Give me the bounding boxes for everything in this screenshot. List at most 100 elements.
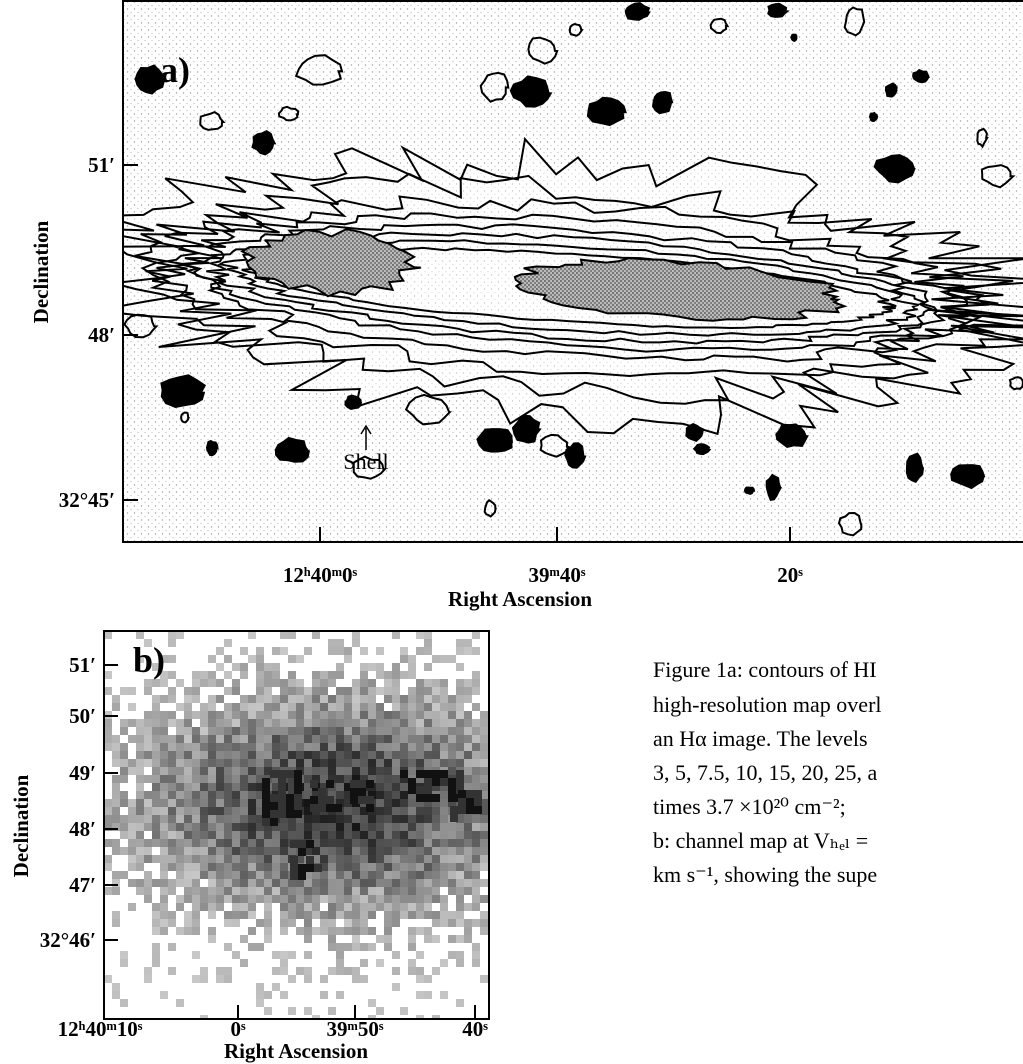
pixel xyxy=(120,847,128,855)
pixel xyxy=(160,823,168,831)
pixel xyxy=(240,839,248,847)
pixel xyxy=(352,743,360,751)
pixel xyxy=(464,935,472,943)
pixel xyxy=(320,727,328,735)
pixel xyxy=(320,703,328,711)
pixel xyxy=(278,810,286,818)
pixel xyxy=(184,863,192,871)
pixel xyxy=(288,711,296,719)
pixel xyxy=(440,735,448,743)
pixel xyxy=(128,855,136,863)
pixel xyxy=(384,719,392,727)
pixel xyxy=(328,935,336,943)
pixel xyxy=(440,959,448,967)
pixel xyxy=(312,687,320,695)
pixel xyxy=(416,799,424,807)
pixel xyxy=(184,815,192,823)
pixel xyxy=(232,743,240,751)
pixel xyxy=(256,943,264,951)
pixel xyxy=(104,671,112,679)
pixel xyxy=(448,863,456,871)
pixel xyxy=(320,911,328,919)
pixel xyxy=(328,647,336,655)
pixel xyxy=(376,663,384,671)
pixel xyxy=(368,687,376,695)
pixel xyxy=(392,871,400,879)
pixel xyxy=(192,911,200,919)
pixel xyxy=(224,719,232,727)
pixel xyxy=(176,791,184,799)
pixel xyxy=(176,735,184,743)
pixel xyxy=(376,959,384,967)
pixel xyxy=(376,727,384,735)
pixel xyxy=(184,927,192,935)
pixel xyxy=(352,695,360,703)
pixel xyxy=(224,759,232,767)
pixel xyxy=(216,663,224,671)
pixel xyxy=(168,791,176,799)
pixel xyxy=(306,856,314,864)
pixel xyxy=(466,806,474,814)
pixel xyxy=(344,767,352,775)
pixel xyxy=(152,879,160,887)
pixel xyxy=(456,751,464,759)
pixel xyxy=(184,847,192,855)
pixel xyxy=(248,839,256,847)
pixel xyxy=(176,759,184,767)
pixel xyxy=(104,815,112,823)
pixel xyxy=(168,847,176,855)
pixel xyxy=(280,679,288,687)
pixel xyxy=(472,863,480,871)
pixel xyxy=(464,879,472,887)
pixel xyxy=(480,927,488,935)
pixel xyxy=(248,927,256,935)
pixel xyxy=(432,759,440,767)
pixel xyxy=(440,778,448,786)
pixel xyxy=(472,783,480,791)
pixel xyxy=(336,711,344,719)
pixel xyxy=(232,775,240,783)
pixel xyxy=(136,799,144,807)
pixel xyxy=(392,775,400,783)
caption-line: times 3.7 ×10²⁰ cm⁻²; xyxy=(653,794,846,819)
pixel xyxy=(416,743,424,751)
pixel xyxy=(344,783,352,791)
pixel xyxy=(176,799,184,807)
pixel xyxy=(416,687,424,695)
pixel xyxy=(320,847,328,855)
contour xyxy=(294,54,344,86)
pixel xyxy=(144,847,152,855)
pixel xyxy=(240,895,248,903)
pixel xyxy=(480,727,488,735)
pixel xyxy=(272,983,280,991)
pixel xyxy=(336,991,344,999)
pixel xyxy=(432,719,440,727)
pixel xyxy=(392,783,400,791)
pixel xyxy=(358,780,366,788)
pixel xyxy=(104,727,112,735)
pixel xyxy=(152,831,160,839)
pixel xyxy=(280,823,288,831)
pixel xyxy=(368,895,376,903)
pixel xyxy=(400,671,408,679)
contour xyxy=(199,110,226,131)
pixel xyxy=(216,975,224,983)
pixel xyxy=(224,751,232,759)
pixel xyxy=(176,751,184,759)
pixel xyxy=(200,815,208,823)
pixel xyxy=(192,799,200,807)
pixel xyxy=(184,919,192,927)
pixel xyxy=(304,847,312,855)
pixel xyxy=(136,855,144,863)
pixel xyxy=(104,823,112,831)
pixel xyxy=(184,695,192,703)
pixel xyxy=(344,927,352,935)
pixel xyxy=(286,794,294,802)
pixel xyxy=(392,831,400,839)
pixel xyxy=(176,775,184,783)
pixel xyxy=(224,847,232,855)
pixel xyxy=(264,871,272,879)
pixel xyxy=(424,647,432,655)
pixel xyxy=(224,791,232,799)
pixel xyxy=(440,679,448,687)
